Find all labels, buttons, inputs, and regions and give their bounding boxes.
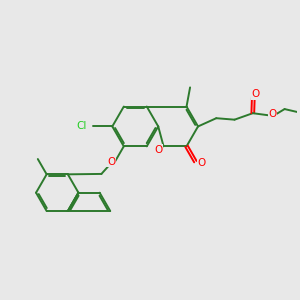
Text: O: O [107,157,115,166]
Text: O: O [198,158,206,168]
Text: O: O [268,110,277,119]
Text: O: O [252,89,260,99]
Text: O: O [154,145,162,155]
Text: Cl: Cl [76,122,87,131]
